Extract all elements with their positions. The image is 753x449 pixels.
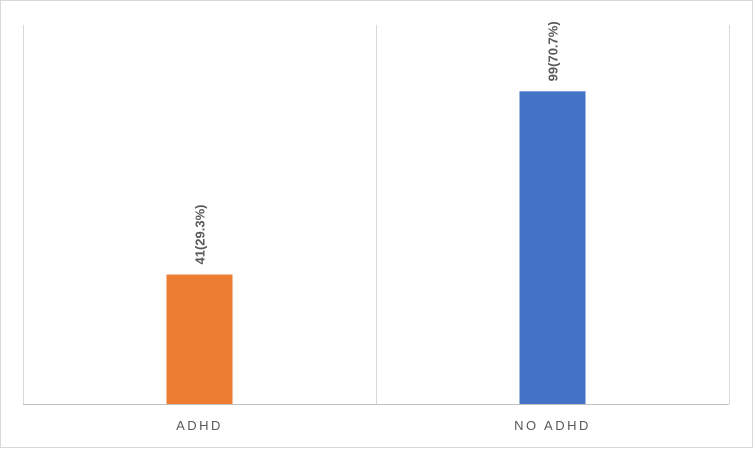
data-label-no-adhd: 99(70.7%) [546,21,561,81]
bar-adhd[interactable] [166,274,233,404]
label-layer: 41(29.3%) ADHD 99(70.7%) NO ADHD [176,21,591,433]
x-tick-label-no-adhd: NO ADHD [514,418,591,433]
bar-no-adhd[interactable] [519,91,586,404]
bar-layer [166,91,586,404]
grid-layer [23,25,730,404]
x-tick-label-adhd: ADHD [176,418,223,433]
data-label-adhd: 41(29.3%) [193,205,208,265]
